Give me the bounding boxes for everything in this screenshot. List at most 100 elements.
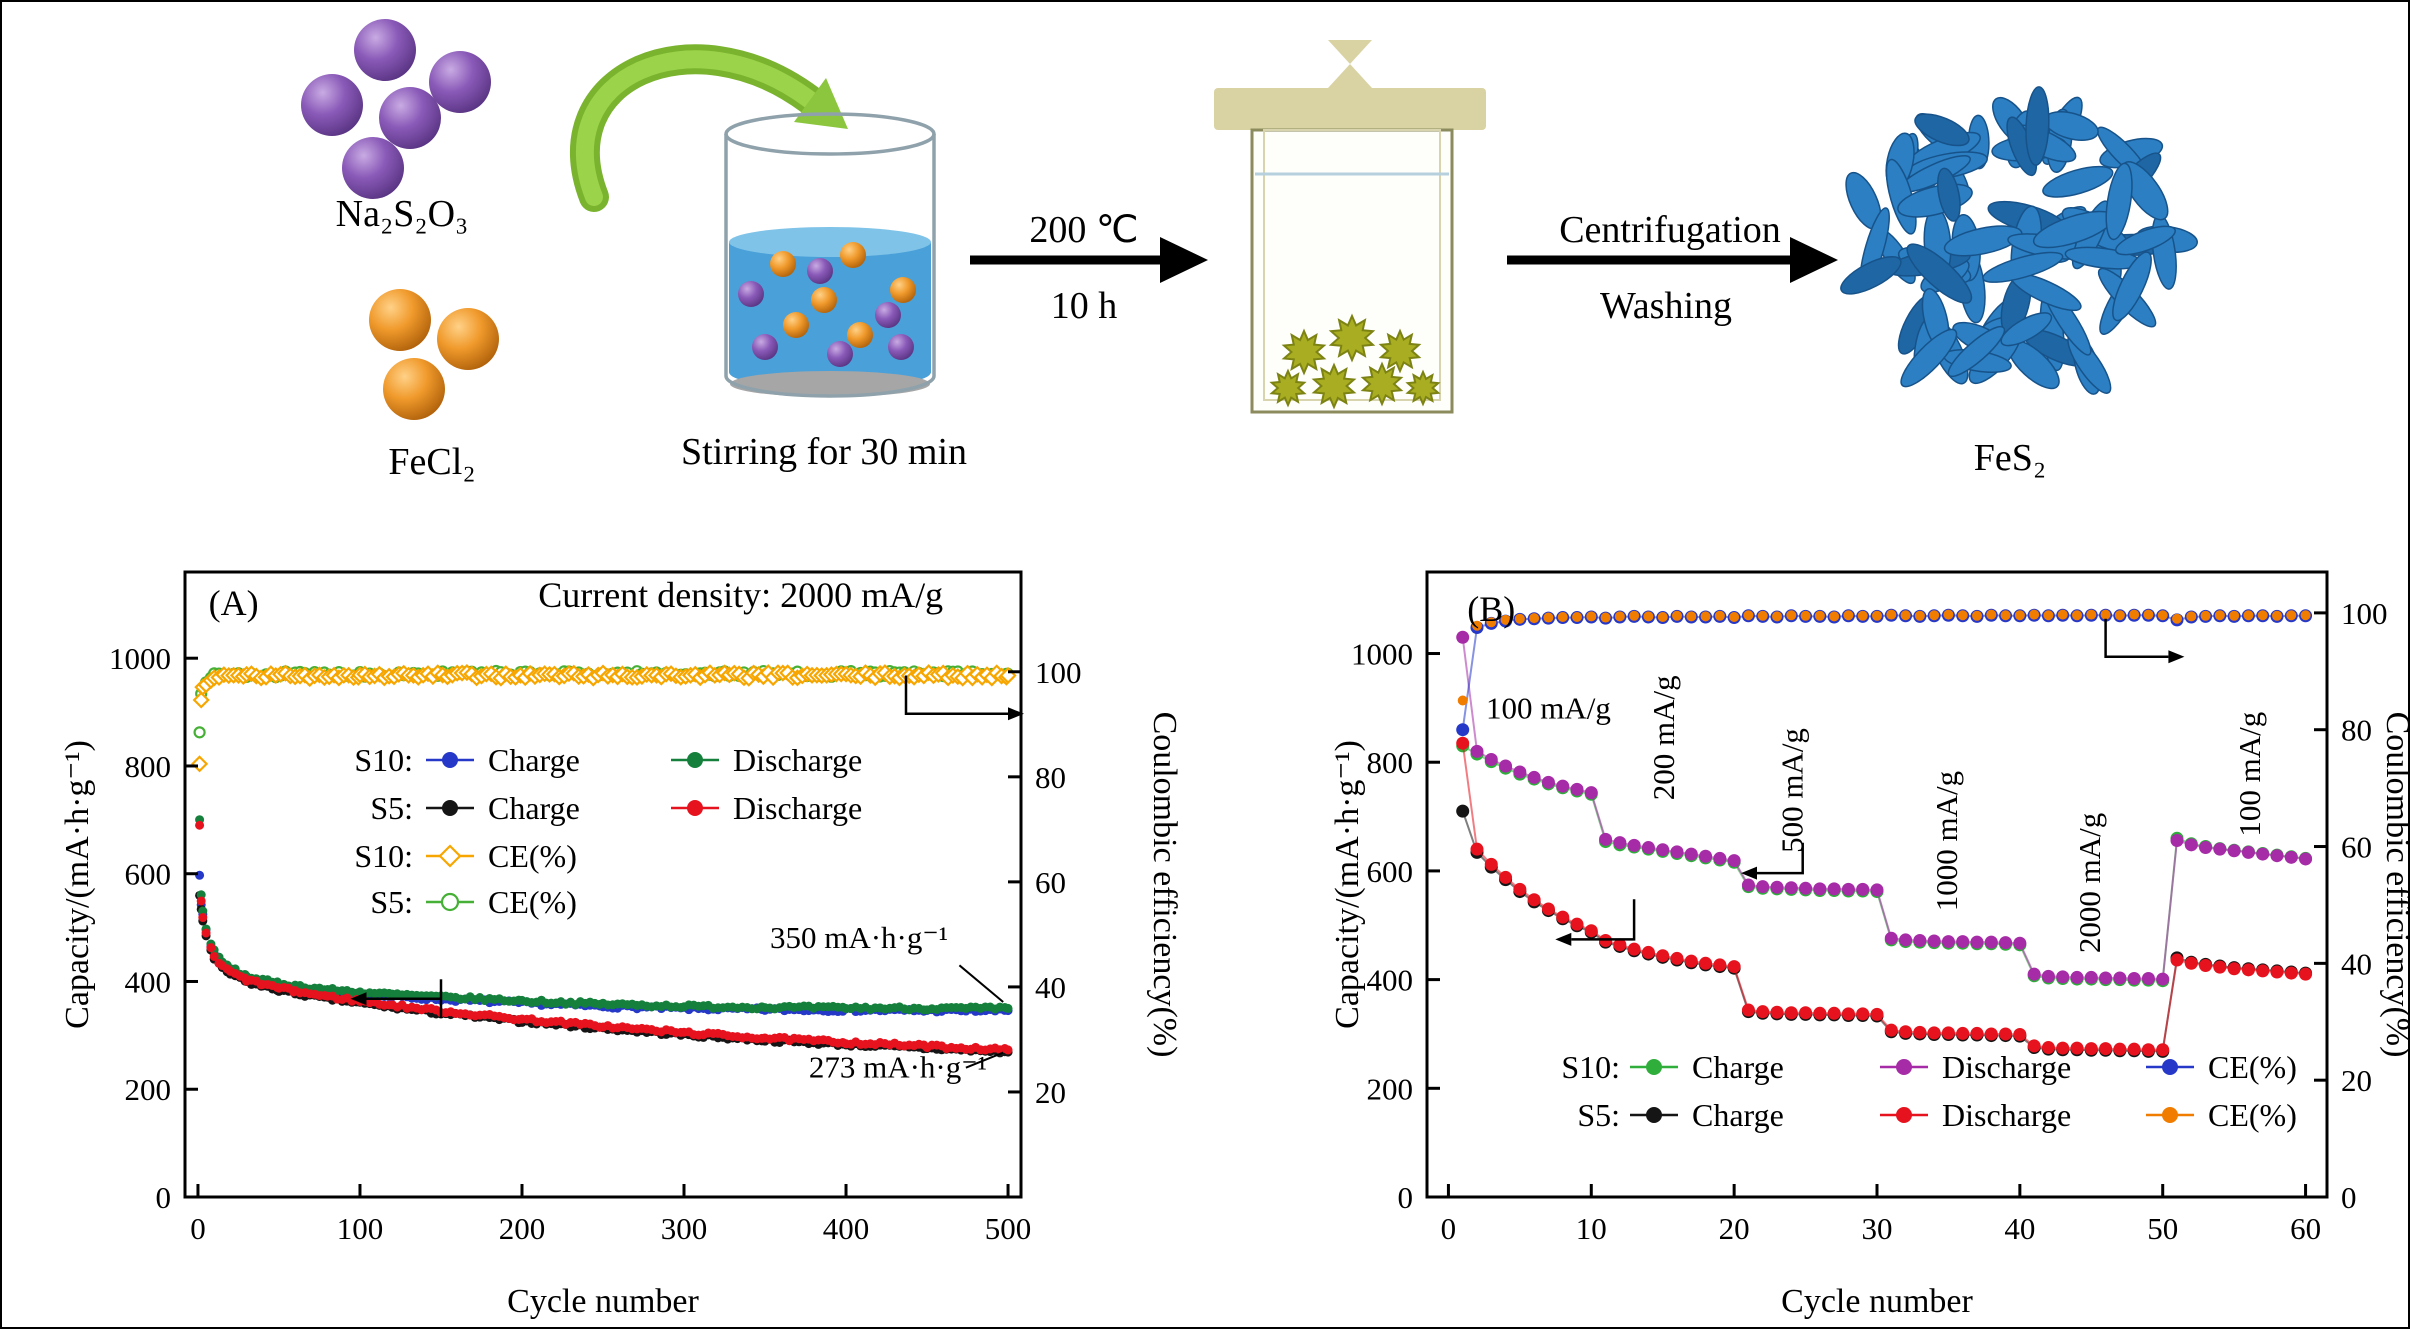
workup-arrow-icon — [1507, 237, 1838, 283]
svg-text:S10:: S10: — [354, 838, 413, 874]
legend: S10: Charge Discharge S5: Charge Discharge S10… — [354, 742, 862, 920]
reactant-b-label: FeCl₂ — [388, 441, 475, 483]
svg-text:80: 80 — [1035, 760, 1066, 795]
svg-text:2000 mA/g: 2000 mA/g — [2072, 813, 2107, 953]
svg-text:200: 200 — [125, 1072, 172, 1107]
axes: 0 100 200 300 400 500 0 200 400 600 800 1000 20 40 60 8… — [109, 570, 1082, 1246]
panel-a-cycling-chart: 0 100 200 300 400 500 0 200 400 600 800 1000 20 40 60 8… — [59, 570, 1183, 1320]
stirring-beaker — [724, 112, 936, 398]
reaction-arrow-icon — [970, 237, 1208, 283]
panel-b-rate-chart: 0 10 20 30 40 50 60020040060080010000204060801… — [1329, 570, 2408, 1320]
svg-text:100 mA/g: 100 mA/g — [2232, 712, 2267, 837]
svg-text:100: 100 — [1035, 655, 1082, 690]
product-particle-cluster — [1840, 86, 2198, 395]
svg-text:400: 400 — [125, 964, 172, 999]
svg-text:200 mA/g: 200 mA/g — [1646, 675, 1681, 800]
series-s10-ce — [191, 664, 1017, 773]
series-s5-ce — [1457, 609, 2311, 706]
product-label: FeS₂ — [1974, 437, 2046, 479]
svg-text:0: 0 — [156, 1180, 172, 1215]
svg-text:30: 30 — [1862, 1211, 1893, 1246]
svg-text:0: 0 — [190, 1211, 206, 1246]
svg-text:CE(%): CE(%) — [2208, 1097, 2297, 1133]
svg-text:S5:: S5: — [370, 884, 413, 920]
svg-text:S10:: S10: — [1561, 1049, 1620, 1085]
svg-text:60: 60 — [2341, 830, 2372, 865]
svg-text:100: 100 — [337, 1211, 384, 1246]
svg-text:Charge: Charge — [1692, 1097, 1784, 1133]
stirring-caption: Stirring for 30 min — [681, 431, 967, 473]
workup-step2-label: Washing — [1600, 285, 1732, 327]
svg-text:20: 20 — [2341, 1063, 2372, 1098]
svg-text:Cycle number: Cycle number — [507, 1283, 699, 1320]
svg-text:800: 800 — [1367, 745, 1414, 780]
svg-text:50: 50 — [2147, 1211, 2178, 1246]
legend: S10: Charge Discharge CE(%) S5: Charge Dischar… — [1561, 1049, 2297, 1133]
series-s5-charge — [195, 890, 1013, 1058]
svg-text:Discharge: Discharge — [733, 790, 862, 826]
series-s10-charge — [1456, 739, 2313, 988]
svg-text:1000 mA/g: 1000 mA/g — [1929, 771, 1964, 911]
svg-text:400: 400 — [823, 1211, 870, 1246]
svg-text:80: 80 — [2341, 713, 2372, 748]
svg-text:Charge: Charge — [488, 742, 580, 778]
series-s10-discharge — [195, 815, 1013, 1015]
svg-text:350 mA·h·g⁻¹: 350 mA·h·g⁻¹ — [770, 920, 948, 955]
svg-text:800: 800 — [125, 749, 172, 784]
workup-step1-label: Centrifugation — [1559, 209, 1781, 251]
svg-text:273 mA·h·g⁻¹: 273 mA·h·g⁻¹ — [809, 1049, 987, 1084]
svg-text:40: 40 — [1035, 970, 1066, 1005]
svg-text:Charge: Charge — [488, 790, 580, 826]
reactant-b-molecules — [369, 289, 499, 420]
svg-text:60: 60 — [2290, 1211, 2321, 1246]
svg-text:1000: 1000 — [1351, 637, 1413, 672]
annotations: (B) 100 mA/g 200 mA/g 500 mA/g 1000 mA/g 2000… — [1467, 589, 2267, 953]
svg-text:400: 400 — [1367, 963, 1414, 998]
axis-titles: Cycle number Capacity/(mA·h·g⁻¹) Coulombic… — [1329, 712, 2408, 1320]
svg-text:Coulombic efficiency(%): Coulombic efficiency(%) — [1146, 712, 1183, 1058]
reactant-a-label: Na₂S₂O₃ — [336, 193, 469, 235]
mix-arrow-icon — [569, 44, 848, 212]
intermediate-particles — [1269, 313, 1441, 410]
reactant-a-molecules — [301, 19, 491, 199]
svg-text:(A): (A) — [209, 583, 259, 623]
svg-text:Cycle number: Cycle number — [1781, 1283, 1973, 1320]
svg-text:100: 100 — [2341, 596, 2388, 631]
svg-text:CE(%): CE(%) — [488, 838, 577, 874]
svg-text:600: 600 — [1367, 854, 1414, 889]
svg-text:40: 40 — [2004, 1211, 2035, 1246]
svg-text:0: 0 — [1398, 1180, 1414, 1215]
svg-text:Current density: 2000 mA/g: Current density: 2000 mA/g — [538, 575, 943, 615]
svg-text:1000: 1000 — [109, 641, 171, 676]
svg-text:200: 200 — [499, 1211, 546, 1246]
axes: 0 10 20 30 40 50 60020040060080010000204060801… — [1351, 570, 2388, 1246]
svg-text:300: 300 — [661, 1211, 708, 1246]
annotations: (A) Current density: 2000 mA/g 350 mA·h·g⁻… — [209, 575, 1024, 1084]
svg-text:40: 40 — [2341, 946, 2372, 981]
series-s5-discharge — [195, 820, 1013, 1055]
svg-text:0: 0 — [1441, 1211, 1457, 1246]
svg-text:S5:: S5: — [370, 790, 413, 826]
svg-text:Discharge: Discharge — [1942, 1097, 2071, 1133]
svg-text:S10:: S10: — [354, 742, 413, 778]
svg-text:600: 600 — [125, 857, 172, 892]
series-s10-discharge — [1456, 630, 2313, 986]
svg-text:60: 60 — [1035, 865, 1066, 900]
svg-text:100 mA/g: 100 mA/g — [1486, 691, 1611, 726]
svg-text:500 mA/g: 500 mA/g — [1775, 728, 1810, 853]
svg-text:200: 200 — [1367, 1071, 1414, 1106]
svg-text:Capacity/(mA·h·g⁻¹): Capacity/(mA·h·g⁻¹) — [59, 740, 96, 1029]
reaction-temp-label: 200 ℃ — [1029, 209, 1138, 251]
svg-text:Discharge: Discharge — [1942, 1049, 2071, 1085]
svg-text:CE(%): CE(%) — [2208, 1049, 2297, 1085]
svg-text:CE(%): CE(%) — [488, 884, 577, 920]
svg-text:20: 20 — [1035, 1075, 1066, 1110]
svg-text:Charge: Charge — [1692, 1049, 1784, 1085]
svg-text:500: 500 — [985, 1211, 1032, 1246]
series-s5-discharge — [1456, 736, 2313, 1057]
svg-text:Coulombic efficiency(%): Coulombic efficiency(%) — [2379, 712, 2408, 1058]
axis-titles: Cycle number Capacity/(mA·h·g⁻¹) Coulombic… — [59, 712, 1183, 1320]
synthesis-scheme: Na₂S₂O₃ FeCl₂ — [301, 19, 2198, 483]
reaction-time-label: 10 h — [1051, 285, 1118, 327]
